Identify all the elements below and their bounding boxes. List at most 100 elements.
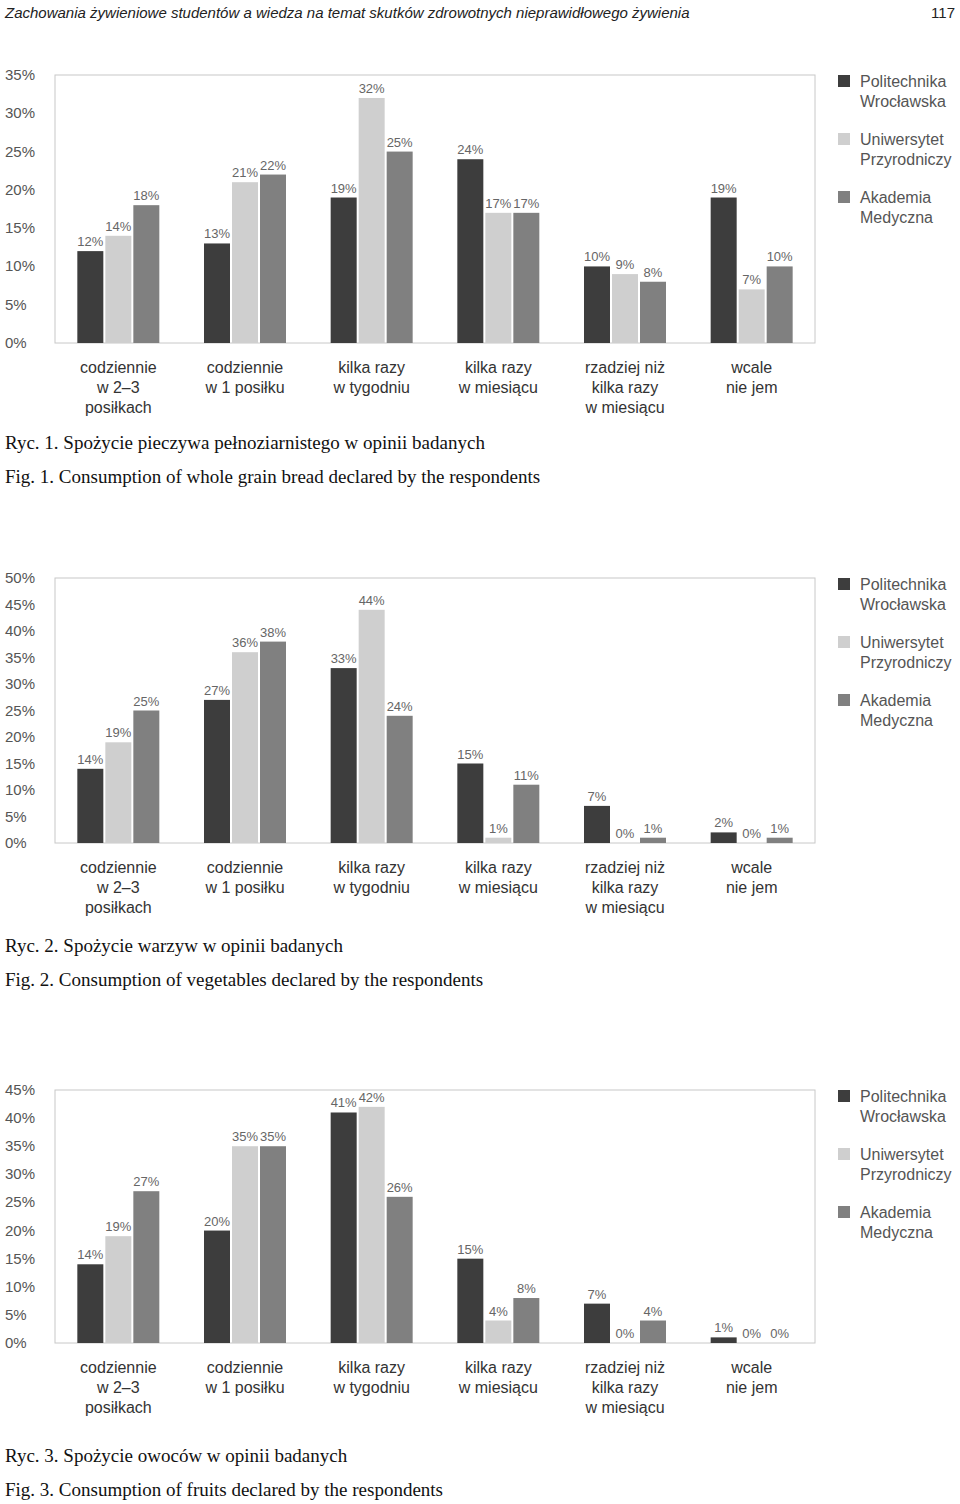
y-tick-label: 25% <box>5 702 35 719</box>
data-label: 41% <box>331 1095 357 1110</box>
data-label: 20% <box>204 1214 230 1229</box>
data-labels: 14%20%41%15%7%1%19%35%42%4%0%0%27%35%26%… <box>77 1090 789 1341</box>
plot-frame <box>55 578 815 843</box>
data-label: 15% <box>457 747 483 762</box>
data-label: 15% <box>457 1242 483 1257</box>
data-label: 35% <box>232 1129 258 1144</box>
y-tick-label: 30% <box>5 104 35 121</box>
bar <box>331 1112 357 1343</box>
data-label: 17% <box>485 196 511 211</box>
data-label: 1% <box>770 821 789 836</box>
data-label: 8% <box>517 1281 536 1296</box>
data-label: 0% <box>616 826 635 841</box>
data-label: 12% <box>77 234 103 249</box>
data-label: 14% <box>105 219 131 234</box>
data-label: 4% <box>489 1304 508 1319</box>
category-label: wcalenie jem <box>726 1359 778 1396</box>
bar <box>640 838 666 843</box>
data-label: 19% <box>105 1219 131 1234</box>
data-label: 14% <box>77 752 103 767</box>
category-label: codzienniew 2–3posiłkach <box>80 859 157 916</box>
chart: 0%5%10%15%20%25%30%35%40%45%14%20%41%15%… <box>5 1081 952 1500</box>
legend-swatch <box>838 636 850 648</box>
bar <box>711 832 737 843</box>
category-label: kilka razyw tygodniu <box>332 859 410 896</box>
category-label: kilka razyw miesiącu <box>458 859 538 896</box>
bar <box>485 1321 511 1343</box>
category-label: codzienniew 2–3posiłkach <box>80 359 157 416</box>
bar <box>204 243 230 343</box>
caption-en: Fig. 1. Consumption of whole grain bread… <box>5 466 540 487</box>
legend-label: PolitechnikaWrocławska <box>860 1088 946 1125</box>
data-label: 27% <box>133 1174 159 1189</box>
bar <box>77 1264 103 1343</box>
bar <box>359 1107 385 1343</box>
category-label: wcalenie jem <box>726 359 778 396</box>
data-label: 1% <box>714 1320 733 1335</box>
bar <box>584 806 610 843</box>
bar <box>232 182 258 343</box>
data-label: 10% <box>584 249 610 264</box>
data-label: 7% <box>742 272 761 287</box>
data-label: 38% <box>260 625 286 640</box>
y-tick-label: 35% <box>5 66 35 83</box>
page-number: 117 <box>931 4 955 21</box>
bar <box>767 1343 793 1344</box>
y-tick-label: 0% <box>5 834 27 851</box>
bar <box>612 274 638 343</box>
y-tick-label: 40% <box>5 622 35 639</box>
bar <box>612 1343 638 1344</box>
bar <box>105 1236 131 1343</box>
bar <box>331 668 357 843</box>
legend-swatch <box>838 191 850 203</box>
y-tick-label: 15% <box>5 1250 35 1267</box>
data-label: 4% <box>644 1304 663 1319</box>
y-tick-label: 20% <box>5 1222 35 1239</box>
bar <box>739 289 765 343</box>
y-tick-label: 25% <box>5 1193 35 1210</box>
bar <box>584 1304 610 1343</box>
data-label: 14% <box>77 1247 103 1262</box>
caption-en: Fig. 3. Consumption of fruits declared b… <box>5 1479 443 1500</box>
data-label: 11% <box>514 768 539 783</box>
data-label: 10% <box>767 249 793 264</box>
data-label: 27% <box>204 683 230 698</box>
y-tick-label: 45% <box>5 1081 35 1098</box>
category-label: rzadziej niżkilka razyw miesiącu <box>584 359 665 416</box>
data-label: 24% <box>387 699 413 714</box>
y-tick-label: 0% <box>5 1334 27 1351</box>
caption-en: Fig. 2. Consumption of vegetables declar… <box>5 969 483 990</box>
data-label: 7% <box>588 789 607 804</box>
bar <box>612 843 638 844</box>
bar <box>767 838 793 843</box>
bar <box>513 1298 539 1343</box>
y-tick-label: 0% <box>5 334 27 351</box>
data-label: 32% <box>359 81 385 96</box>
data-label: 0% <box>742 826 761 841</box>
legend-label: AkademiaMedyczna <box>860 1204 933 1241</box>
data-label: 44% <box>359 593 385 608</box>
data-label: 1% <box>489 821 508 836</box>
category-label: codzienniew 1 posiłku <box>204 859 284 896</box>
bars <box>77 1107 792 1343</box>
bar <box>457 1259 483 1343</box>
category-label: codzienniew 1 posiłku <box>204 359 284 396</box>
data-label: 24% <box>457 142 483 157</box>
y-tick-label: 45% <box>5 596 35 613</box>
bar <box>331 198 357 343</box>
data-label: 25% <box>133 694 159 709</box>
legend-label: UniwersytetPrzyrodniczy <box>860 634 952 671</box>
legend-swatch <box>838 1090 850 1102</box>
data-label: 26% <box>387 1180 413 1195</box>
bars <box>77 98 792 343</box>
bar <box>77 769 103 843</box>
data-label: 19% <box>711 181 737 196</box>
bar <box>711 198 737 343</box>
bar <box>133 205 159 343</box>
plot-frame <box>55 75 815 343</box>
bar <box>457 159 483 343</box>
bar <box>232 1146 258 1343</box>
y-tick-label: 10% <box>5 1278 35 1295</box>
data-label: 35% <box>260 1129 286 1144</box>
chart: 0%5%10%15%20%25%30%35%12%13%19%24%10%19%… <box>5 66 952 487</box>
